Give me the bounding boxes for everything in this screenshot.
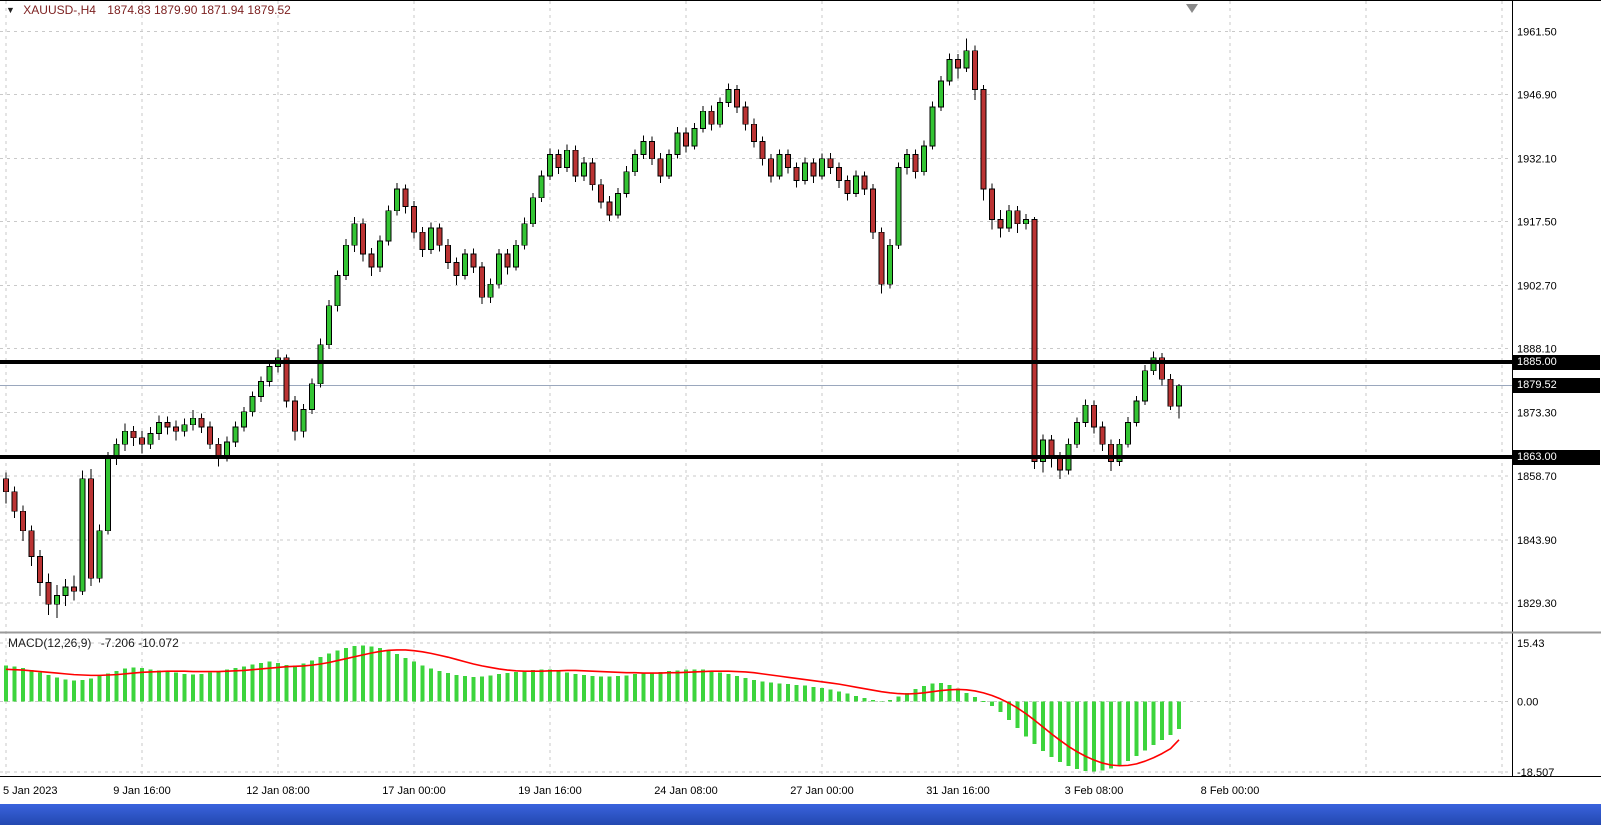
taskbar-strip[interactable] (0, 804, 1601, 825)
svg-text:1888.10: 1888.10 (1517, 344, 1557, 356)
svg-text:1873.30: 1873.30 (1517, 408, 1557, 420)
macd-values: -7.206 -10.072 (100, 636, 179, 650)
svg-text:31 Jan 16:00: 31 Jan 16:00 (926, 785, 990, 797)
svg-text:1858.70: 1858.70 (1517, 471, 1557, 483)
svg-text:27 Jan 00:00: 27 Jan 00:00 (790, 785, 854, 797)
macd-signal-line (5, 649, 1180, 767)
svg-text:1932.10: 1932.10 (1517, 153, 1557, 165)
price-axis-labels: 1961.50 1946.90 1932.10 1917.50 1902.70 1888.… (1517, 26, 1557, 610)
macd-axis-labels: 15.43 0.00 -18.507 (1517, 638, 1554, 779)
svg-text:1917.50: 1917.50 (1517, 217, 1557, 229)
symbol-period-label: XAUUSD-,H4 (23, 3, 96, 17)
svg-text:8 Feb 00:00: 8 Feb 00:00 (1201, 785, 1260, 797)
time-axis[interactable] (0, 776, 1512, 804)
svg-text:1946.90: 1946.90 (1517, 89, 1557, 101)
svg-text:24 Jan 08:00: 24 Jan 08:00 (654, 785, 718, 797)
chart-title: ▼ XAUUSD-,H4 1874.83 1879.90 1871.94 187… (6, 3, 291, 17)
svg-text:1902.70: 1902.70 (1517, 281, 1557, 293)
svg-text:0.00: 0.00 (1517, 697, 1538, 709)
ohlc-values: 1874.83 1879.90 1871.94 1879.52 (107, 3, 291, 17)
symbol-dropdown-icon[interactable]: ▼ (6, 5, 15, 15)
svg-text:1843.90: 1843.90 (1517, 535, 1557, 547)
level-lines (0, 360, 1512, 460)
svg-text:1829.30: 1829.30 (1517, 598, 1557, 610)
svg-text:15.43: 15.43 (1517, 638, 1545, 650)
svg-text:1961.50: 1961.50 (1517, 26, 1557, 38)
svg-text:-18.507: -18.507 (1517, 767, 1554, 779)
chart-shift-marker-icon[interactable] (1186, 4, 1198, 13)
candles-layer (3, 38, 1182, 619)
price-chart-canvas[interactable]: 1961.50 1946.90 1932.10 1917.50 1902.70 1888.… (0, 0, 1601, 804)
macd-name: MACD(12,26,9) (8, 636, 92, 650)
chart-background (0, 0, 1601, 804)
svg-text:19 Jan 16:00: 19 Jan 16:00 (518, 785, 582, 797)
svg-text:5 Jan 2023: 5 Jan 2023 (3, 785, 57, 797)
chart-borders (0, 0, 1601, 777)
svg-text:9 Jan 16:00: 9 Jan 16:00 (113, 785, 171, 797)
macd-histogram (4, 645, 1181, 772)
svg-text:17 Jan 00:00: 17 Jan 00:00 (382, 785, 446, 797)
svg-text:12 Jan 08:00: 12 Jan 08:00 (246, 785, 310, 797)
svg-text:3 Feb 08:00: 3 Feb 08:00 (1065, 785, 1124, 797)
time-axis-labels: 5 Jan 2023 9 Jan 16:00 12 Jan 08:00 17 Jan … (3, 785, 1259, 797)
macd-indicator-label: MACD(12,26,9) -7.206 -10.072 (8, 636, 179, 650)
price-level-badge-support: 1863.00 (1513, 449, 1600, 465)
current-price-badge: 1879.52 (1513, 378, 1600, 394)
price-level-badge-resistance: 1885.00 (1513, 354, 1600, 370)
